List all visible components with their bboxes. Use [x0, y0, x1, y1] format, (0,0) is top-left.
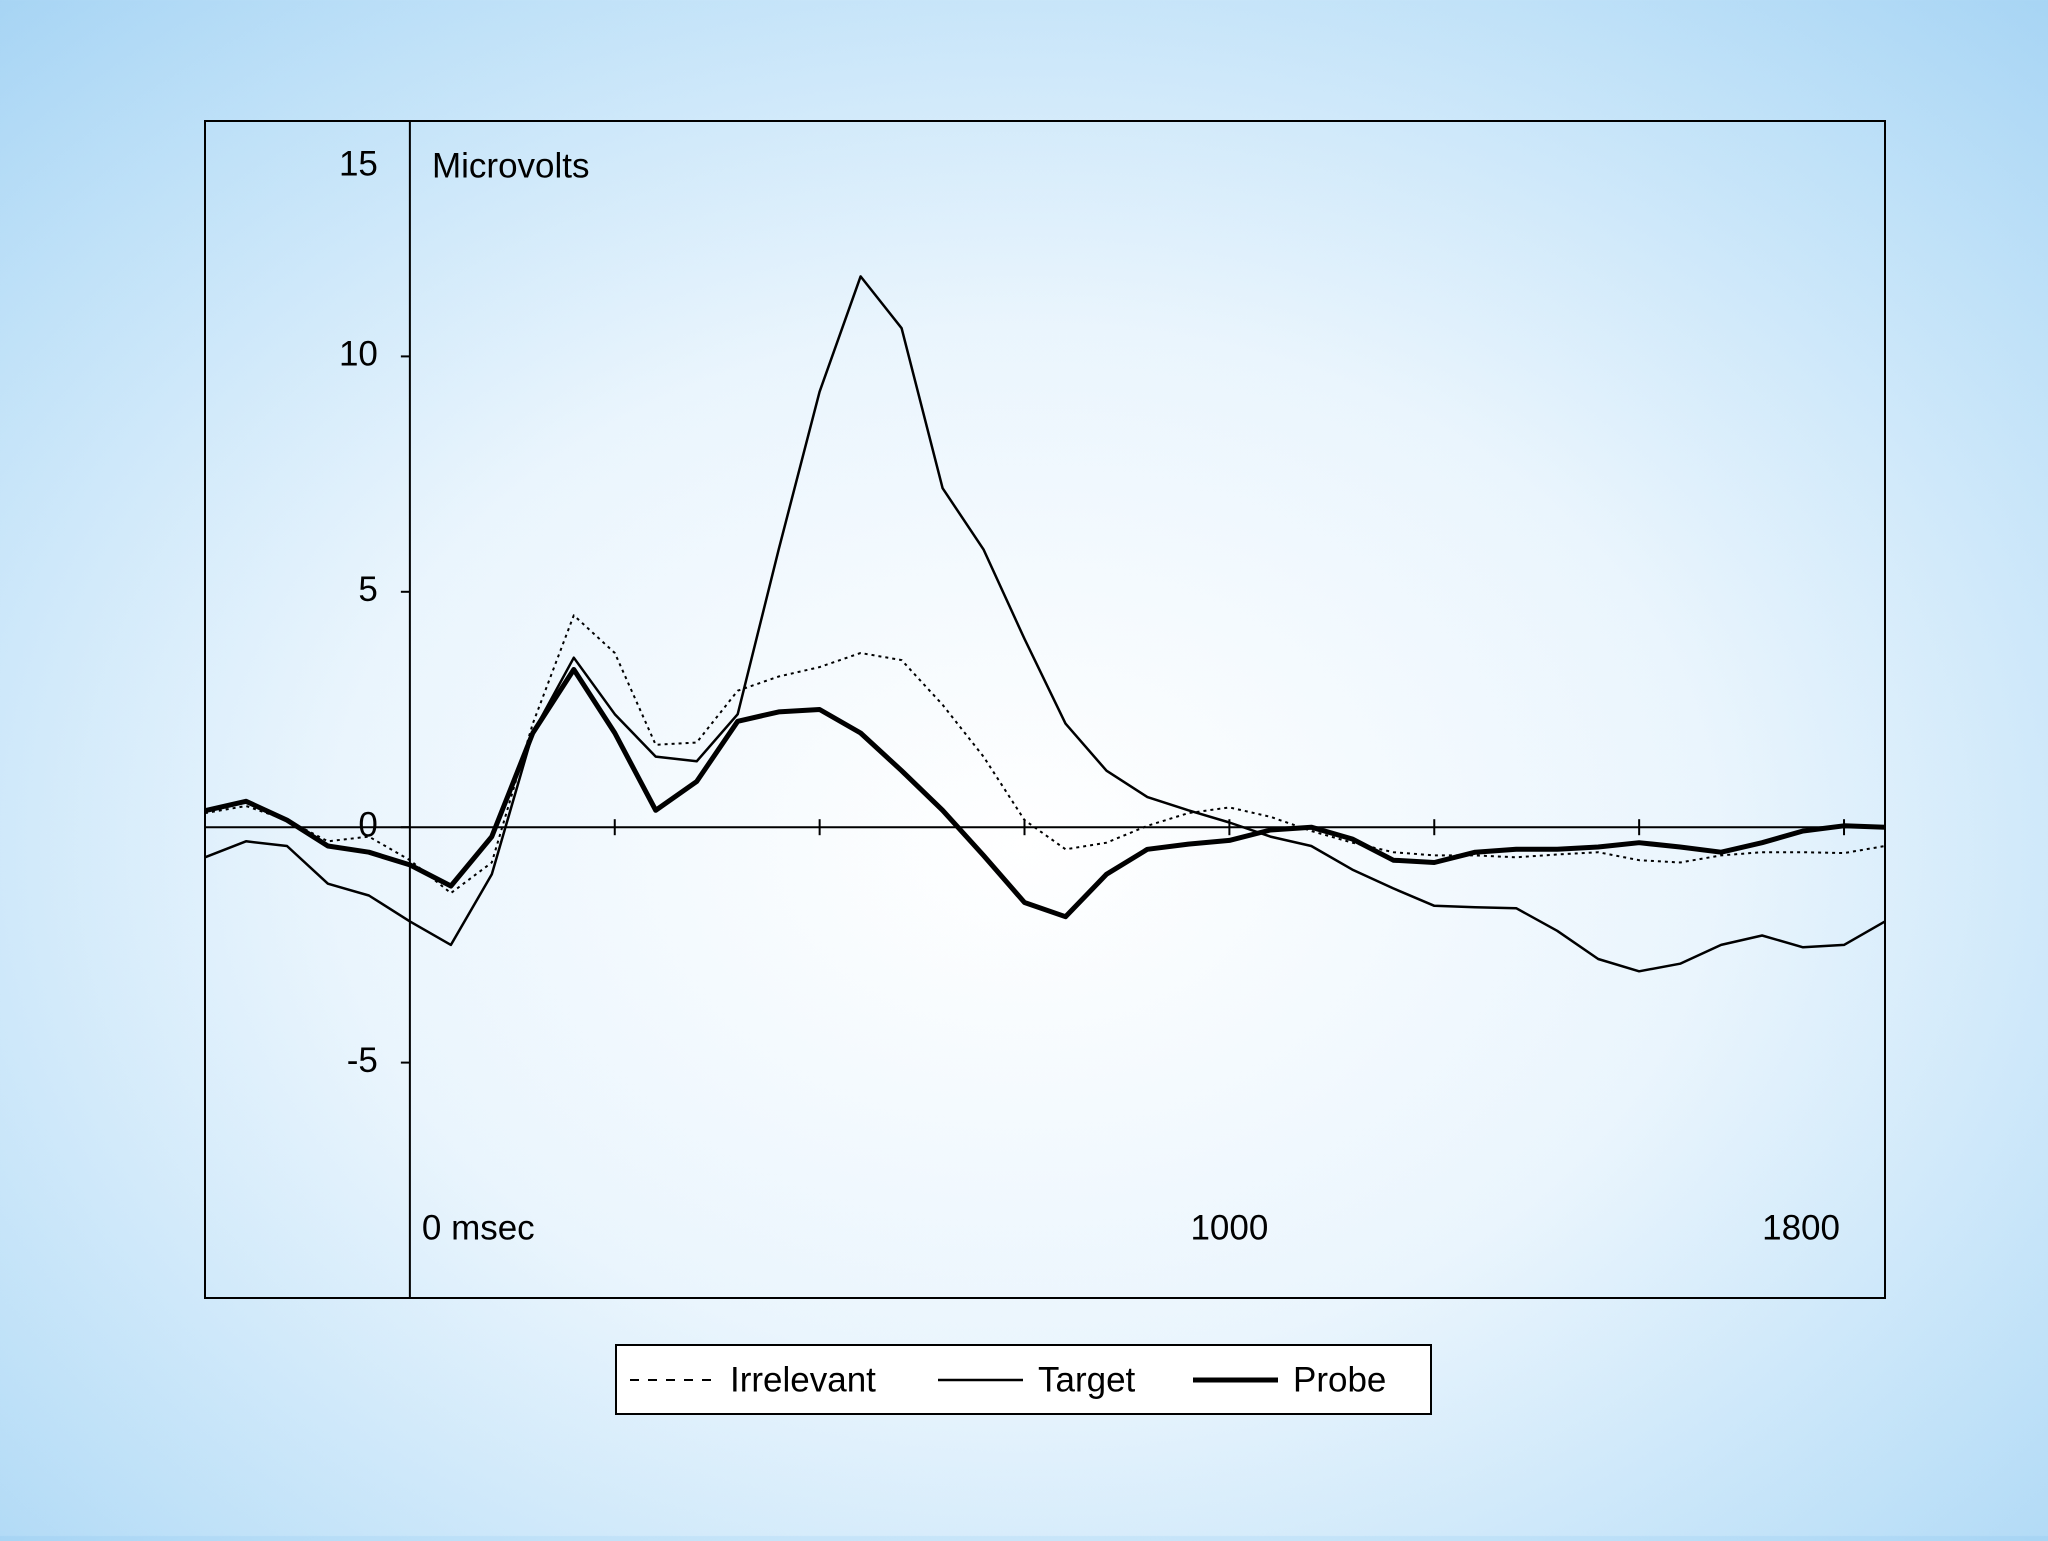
x-tick-label: 0 msec [422, 1208, 535, 1247]
y-tick-label: 0 [358, 805, 377, 844]
series-line [204, 667, 1886, 920]
legend-label: Irrelevant [730, 1360, 876, 1399]
x-tick-label: 1800 [1762, 1208, 1840, 1247]
y-axis-label: Microvolts [432, 146, 590, 185]
y-tick-label: 5 [358, 570, 377, 609]
x-tick-label: 1000 [1190, 1208, 1268, 1247]
legend-box [615, 1344, 1432, 1415]
series-line [204, 614, 1886, 895]
series-line [204, 275, 1886, 973]
y-tick-label: 10 [339, 335, 378, 374]
y-tick-label: 15 [339, 144, 378, 183]
plot-frame [204, 120, 1886, 1299]
y-tick-label: -5 [347, 1041, 378, 1080]
legend-label: Target [1038, 1360, 1136, 1399]
legend-label: Probe [1293, 1360, 1386, 1399]
